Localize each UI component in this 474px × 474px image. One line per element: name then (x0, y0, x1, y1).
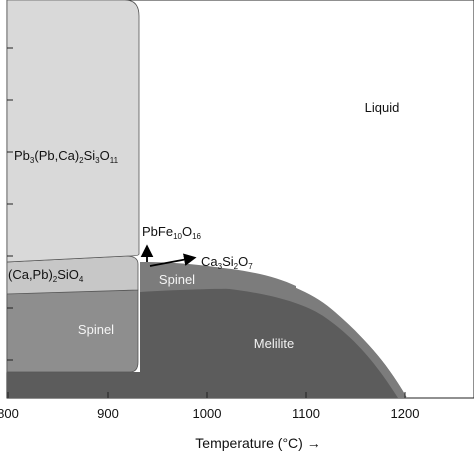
spinel-right-inner (140, 264, 296, 292)
ca3si2o7-label: Ca3Si2O7 (201, 254, 253, 271)
y-ticks (7, 47, 13, 361)
pb-silicate-label: Pb3(Pb,Ca)2Si3O11 (14, 148, 119, 165)
spinel-left-region (6, 289, 139, 373)
ca3si2o7-arrow (149, 253, 197, 267)
x-axis-title: Temperature (°C) → (195, 435, 320, 451)
x-tick-label: 800 (0, 406, 19, 421)
spinel-left-label: Spinel (78, 322, 114, 337)
liquid-label: Liquid (365, 100, 400, 115)
pbfe-label: PbFe10O16 (142, 224, 202, 241)
x-tick-label: 1200 (391, 406, 420, 421)
melilite-region (7, 262, 407, 398)
x-tick-label: 1100 (292, 406, 320, 421)
melilite-label: Melilite (254, 336, 294, 351)
pb-silicate-region (6, 0, 140, 263)
x-tick-label: 1000 (193, 406, 222, 421)
x-ticks (7, 392, 406, 398)
capb-sio4-label: (Ca,Pb)2SiO4 (8, 267, 84, 284)
spinel-right-label: Spinel (159, 272, 195, 287)
x-tick-label: 900 (97, 406, 119, 421)
